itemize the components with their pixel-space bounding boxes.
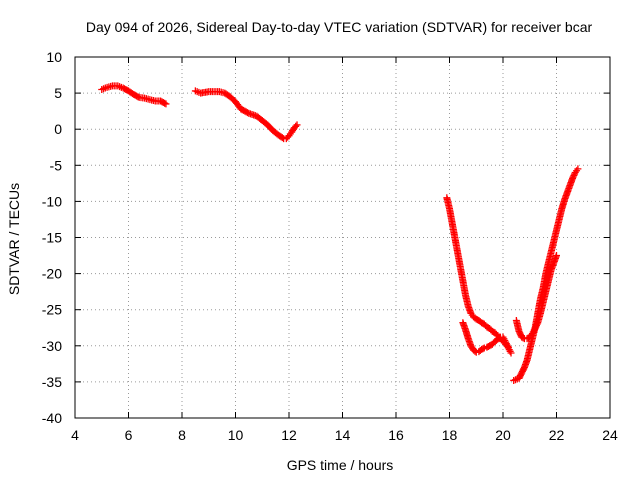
x-tick-label: 16 (388, 427, 404, 443)
data-point-fill (504, 343, 512, 351)
axis-ticks (74, 56, 611, 419)
data-point-fill (193, 88, 201, 96)
x-tick-label: 24 (602, 427, 618, 443)
x-tick-label: 12 (281, 427, 297, 443)
data-point (553, 252, 560, 260)
y-tick-labels: 10 5 0 -5 -10 -15 -20 -25 -30 -35 -40 (42, 49, 62, 426)
data-points (98, 82, 582, 384)
x-tick-label: 14 (335, 427, 351, 443)
y-tick-label: -40 (42, 410, 62, 426)
x-tick-labels: 4 6 8 10 12 14 16 18 20 22 24 (71, 427, 618, 443)
x-tick-label: 20 (495, 427, 511, 443)
data-point-fill (161, 99, 169, 107)
data-point-fill (101, 84, 109, 92)
y-tick-label: -35 (42, 374, 62, 390)
grid-lines (75, 57, 610, 418)
y-axis-label: SDTVAR / TECUs (6, 183, 22, 295)
data-point (574, 165, 582, 173)
y-tick-label: -10 (42, 193, 62, 209)
x-tick-label: 18 (442, 427, 458, 443)
y-tick-label: -5 (50, 157, 63, 173)
x-tick-label: 8 (178, 427, 186, 443)
data-point (293, 121, 301, 129)
data-point-fill (134, 93, 142, 101)
y-tick-label: -15 (42, 230, 62, 246)
data-point (507, 349, 515, 357)
data-point-fill (479, 345, 487, 353)
x-tick-label: 10 (228, 427, 244, 443)
y-tick-label: -30 (42, 338, 62, 354)
y-tick-label: -25 (42, 302, 62, 318)
x-axis-label: GPS time / hours (287, 457, 394, 473)
x-tick-label: 4 (71, 427, 79, 443)
y-tick-label: -20 (42, 266, 62, 282)
x-tick-label: 6 (125, 427, 133, 443)
y-tick-label: 0 (54, 121, 62, 137)
x-tick-label: 22 (549, 427, 565, 443)
chart-title: Day 094 of 2026, Sidereal Day-to-day VTE… (86, 19, 593, 35)
y-tick-label: 10 (46, 49, 62, 65)
data-point-fill (292, 122, 300, 130)
y-tick-label: 5 (54, 85, 62, 101)
data-point (162, 100, 170, 108)
